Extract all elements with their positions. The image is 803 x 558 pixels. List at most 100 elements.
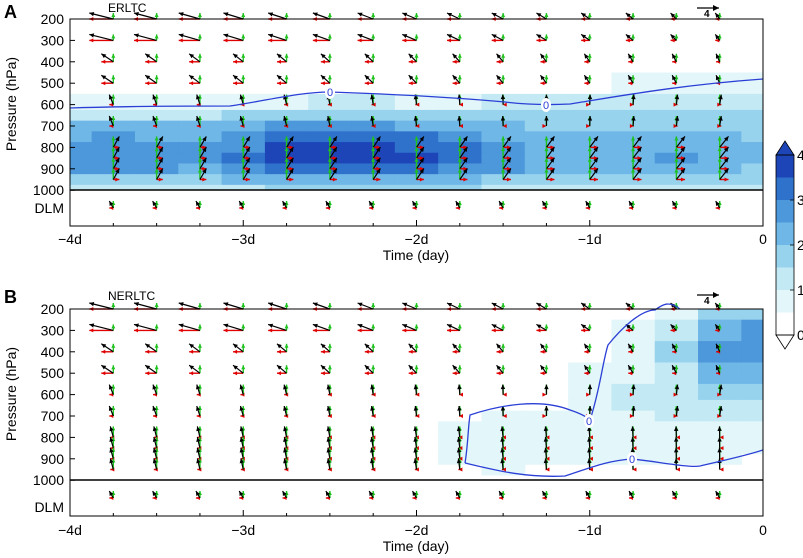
- wind-vector: [371, 136, 381, 150]
- wind-vector: [402, 302, 419, 311]
- shade-cell: [438, 184, 483, 190]
- shade-cell: [654, 341, 699, 364]
- wind-vector: [283, 115, 289, 128]
- x-tick-label: −2d: [405, 522, 429, 538]
- wind-vector: [238, 200, 246, 210]
- shade-cell: [264, 109, 309, 122]
- x-tick-label: −1d: [578, 522, 602, 538]
- wind-vector: [232, 343, 246, 354]
- wind-vector: [196, 426, 202, 440]
- wind-vector: [326, 384, 332, 397]
- wind-vector: [325, 200, 332, 210]
- wind-vector: [108, 200, 116, 210]
- panel-a-name: ERLTC: [108, 1, 147, 15]
- wind-vector: [320, 364, 332, 376]
- wind-vector: [413, 94, 420, 107]
- x-tick-label: −3d: [231, 231, 255, 247]
- wind-vector: [580, 33, 592, 43]
- wind-vector: [223, 323, 246, 333]
- wind-vector: [108, 490, 116, 500]
- wind-vector: [544, 136, 555, 150]
- wind-vector: [178, 323, 202, 333]
- wind-vector: [455, 200, 462, 210]
- x-tick-label: −4d: [58, 231, 82, 247]
- wind-vector: [371, 157, 381, 171]
- shade-cell: [741, 93, 763, 111]
- y-tick-label: 200: [41, 301, 65, 317]
- wind-vector: [108, 94, 116, 107]
- wind-vector: [673, 94, 680, 107]
- panel-b-contour-label-1: 0: [586, 416, 592, 428]
- shade-cell: [568, 399, 613, 412]
- wind-vector: [496, 343, 506, 354]
- shade-cell: [611, 319, 656, 342]
- wind-vector: [715, 490, 722, 500]
- wind-vector: [542, 116, 549, 128]
- shade-cell: [524, 109, 569, 122]
- wind-vector: [587, 136, 599, 150]
- shade-cell: [741, 109, 763, 122]
- wind-vector: [452, 343, 462, 354]
- shade-cell: [741, 399, 763, 412]
- wind-vector: [446, 323, 462, 333]
- shade-cell: [91, 184, 136, 190]
- colorbar-tick-label: 1: [797, 282, 803, 298]
- wind-vector: [543, 458, 550, 472]
- wind-vector: [238, 490, 246, 500]
- wind-vector: [232, 364, 246, 376]
- shade-cell: [741, 131, 763, 143]
- shade-cell: [70, 142, 93, 154]
- wind-vector: [154, 146, 164, 161]
- wind-vector: [402, 323, 419, 333]
- wind-vector: [111, 157, 120, 171]
- wind-vector: [370, 115, 376, 128]
- wind-vector: [108, 405, 116, 418]
- wind-vector: [196, 384, 202, 397]
- wind-vector: [717, 136, 729, 150]
- wind-vector: [674, 136, 686, 150]
- wind-vector: [364, 74, 376, 86]
- shade-cell: [611, 362, 656, 385]
- x-tick-label: −2d: [405, 231, 429, 247]
- panel-a-ref-label: 4: [704, 9, 710, 20]
- wind-vector: [195, 200, 202, 210]
- wind-vector: [327, 157, 338, 171]
- wind-vector: [239, 115, 246, 128]
- wind-vector: [452, 53, 462, 64]
- wind-vector: [673, 115, 680, 128]
- wind-vector: [543, 437, 550, 451]
- shade-cell: [741, 432, 763, 444]
- panel-b-dlm-label: DLM: [34, 499, 64, 515]
- x-tick-label: 0: [759, 522, 767, 538]
- shade-cell: [568, 184, 613, 190]
- wind-vector: [674, 157, 686, 171]
- wind-vector: [282, 200, 289, 210]
- shade-cell: [70, 131, 93, 143]
- wind-vector: [152, 384, 159, 397]
- wind-vector: [580, 12, 592, 21]
- wind-vector: [370, 94, 376, 107]
- y-tick-label: 800: [41, 429, 65, 445]
- panel-b-xlabel: Time (day): [383, 538, 449, 554]
- wind-vector: [326, 447, 332, 461]
- wind-vector: [223, 12, 246, 21]
- wind-vector: [414, 157, 425, 171]
- shade-cell: [741, 442, 763, 455]
- wind-vector: [196, 115, 202, 128]
- colorbar: 0 1 2 3 4: [775, 140, 803, 350]
- wind-vector: [402, 12, 419, 21]
- wind-vector: [239, 405, 246, 418]
- wind-vector: [368, 490, 376, 500]
- wind-vector: [89, 301, 116, 311]
- wind-vector: [536, 12, 549, 21]
- panel-a-contour-label-bg-1: [325, 85, 335, 99]
- panel-a-xlabel: Time (day): [383, 247, 449, 263]
- wind-vector: [284, 136, 294, 150]
- wind-vector: [587, 168, 599, 182]
- shade-cell: [524, 410, 569, 422]
- y-tick-label: 700: [41, 408, 65, 424]
- shade-cell: [264, 184, 309, 190]
- wind-vector: [500, 405, 507, 418]
- shade-cell: [91, 109, 136, 122]
